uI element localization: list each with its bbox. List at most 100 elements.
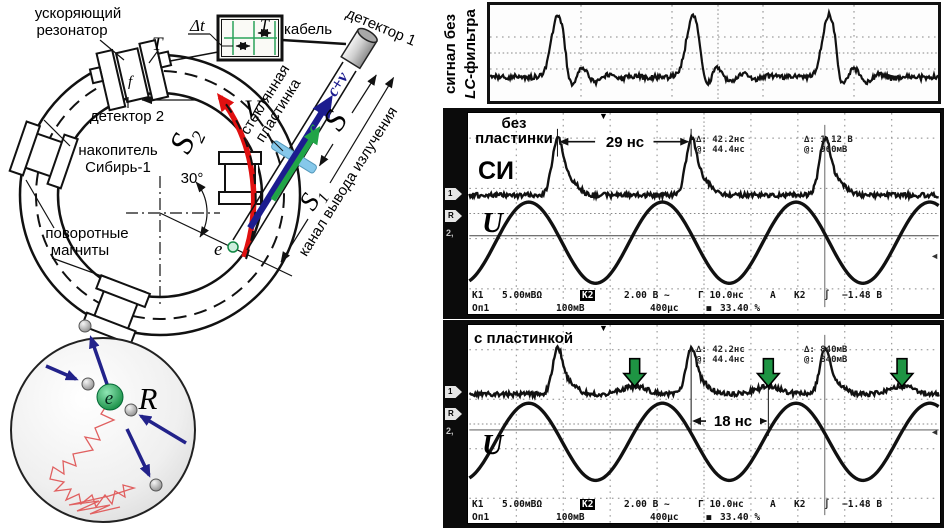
delta-t-label: Δt bbox=[189, 16, 206, 35]
svg-text:c+v: c+v bbox=[323, 68, 352, 99]
detector1-cylinder bbox=[340, 27, 378, 70]
status-ref: Оп1 bbox=[472, 303, 490, 314]
status-time2: 400µс bbox=[650, 303, 679, 314]
status-time-scale: Г 10.0нс bbox=[698, 499, 744, 510]
accelerating-resonator bbox=[88, 38, 173, 112]
electron-velocity-arrow bbox=[216, 93, 257, 258]
photon-ball-top bbox=[78, 319, 92, 333]
random-walk-path bbox=[49, 399, 137, 515]
scope3-trigger-level-icon: ◄ bbox=[930, 427, 939, 437]
status-trig-slope: ∫ bbox=[824, 499, 830, 510]
resonator-label-line1: ускоряющий bbox=[35, 5, 122, 22]
photon-ball-bottom bbox=[149, 478, 163, 492]
status-ch2-scale: 2.00 В ~ bbox=[624, 290, 670, 301]
scope1-signal-trace bbox=[489, 8, 939, 88]
dim-s-seg1 bbox=[318, 143, 334, 167]
straight-section-south bbox=[80, 274, 152, 346]
scope2-ch1-marker: 1 bbox=[445, 188, 462, 200]
t-period-label: T bbox=[152, 34, 164, 55]
scope2-time-readout: ∆: 42.2нс @: 44.4нс bbox=[696, 135, 745, 155]
echo-arrow-2 bbox=[755, 357, 781, 388]
photon-ball-left bbox=[81, 377, 95, 391]
scope3-meas-arrowhead-left bbox=[692, 417, 702, 425]
sphere-radius-label: R bbox=[138, 381, 158, 416]
timing-inset bbox=[169, 14, 284, 62]
glass-leader bbox=[271, 139, 284, 152]
status-ref-scale: 100мВ bbox=[556, 512, 585, 523]
scope2-trigger-position-icon: ▼ bbox=[599, 111, 608, 121]
status-time2: 400µс bbox=[650, 512, 679, 523]
scope3-u-trace bbox=[468, 401, 940, 483]
scope1-side-label: сигнал без LC-фильтра bbox=[441, 2, 487, 106]
cable-label: кабель bbox=[284, 21, 332, 38]
scope2-bezel: 1 R 2, без пластинки 29 нс СИ U bbox=[443, 108, 944, 319]
echo-arrow-3 bbox=[889, 357, 915, 388]
scope2-u-label: U bbox=[482, 207, 503, 239]
angle-arc bbox=[195, 181, 209, 238]
status-trig-slope: ∫ bbox=[824, 290, 830, 301]
f-label: f bbox=[128, 74, 134, 90]
status-ch1-scale: 5.00мВΩ bbox=[502, 499, 543, 510]
status-duty: 33.40 % bbox=[720, 303, 761, 314]
dim-s-seg2 bbox=[351, 74, 377, 114]
status-ch2-badge: К2 bbox=[580, 499, 596, 510]
straight-section-west bbox=[8, 120, 79, 190]
status-acq: А bbox=[770, 499, 776, 510]
beam-orbit-dashed bbox=[35, 70, 285, 320]
scope3-meas-arrowhead-right bbox=[758, 417, 768, 425]
incoming-arrow-left bbox=[45, 364, 79, 381]
status-trig-level: −1.48 В bbox=[842, 290, 883, 301]
scope2-trace-svg bbox=[468, 113, 940, 314]
scope3-screen: с пластинкой 18 нс U ∆: 42.2нс @: 44.4нс … bbox=[467, 323, 941, 524]
electron-dot bbox=[227, 241, 239, 253]
detector2-label: детектор 2 bbox=[90, 108, 164, 125]
c-arrow bbox=[270, 125, 321, 202]
scope2-volt-readout: ∆: 1.12 В @: 960мВ bbox=[804, 135, 853, 155]
scope3-ch1-marker: 1 bbox=[445, 386, 462, 398]
scope3-volt-readout: ∆: 840мВ @: 840мВ bbox=[804, 345, 848, 365]
status-ch1: К1 bbox=[472, 290, 484, 301]
status-ch2-badge: К2 bbox=[580, 290, 596, 301]
status-ch2-scale: 2.00 В ~ bbox=[624, 499, 670, 510]
scope3-ref-marker: R bbox=[445, 408, 462, 420]
magnets-label-line2: магниты bbox=[51, 242, 109, 259]
scope3-trace-svg bbox=[468, 325, 940, 523]
scope3-status-row1: К1 5.00мВΩ К2 2.00 В ~ Г 10.0нс А К2 ∫ −… bbox=[468, 499, 940, 512]
status-acq: А bbox=[770, 290, 776, 301]
outgoing-arrow-top bbox=[89, 335, 110, 388]
scope1-filter-rest: -фильтра bbox=[462, 9, 479, 79]
scope2-si-trace bbox=[468, 132, 939, 203]
scope2-status-row2: Оп1 100мВ 400µс ◼ 33.40 % bbox=[468, 303, 940, 316]
t-leader bbox=[148, 51, 158, 64]
status-ref-scale: 100мВ bbox=[556, 303, 585, 314]
velocity-label: V bbox=[244, 95, 263, 124]
dim-s1-seg2 bbox=[329, 76, 395, 184]
scope2-interval-label: 29 нс bbox=[597, 134, 653, 151]
status-time-scale: Г 10.0нс bbox=[698, 290, 744, 301]
scope2-status-row1: К1 5.00мВΩ К2 2.00 В ~ Г 10.0нс А К2 ∫ −… bbox=[468, 290, 940, 303]
status-duty-icon: ◼ bbox=[706, 303, 712, 314]
scope2-u-trace bbox=[468, 200, 940, 285]
scope3-time-readout: ∆: 42.2нс @: 44.4нс bbox=[696, 345, 745, 365]
electron-label: e bbox=[214, 239, 222, 260]
status-ch1: К1 bbox=[472, 499, 484, 510]
scope2-ch2-marker: 2, bbox=[446, 228, 454, 238]
status-trig-src: К2 bbox=[794, 499, 806, 510]
scope3-bezel: 1 R 2, bbox=[443, 320, 944, 528]
resonator-leader bbox=[99, 39, 125, 61]
incoming-arrow-right bbox=[138, 414, 187, 445]
scope3-ch2-marker: 2, bbox=[446, 426, 454, 436]
sphere-electron-label: e bbox=[105, 388, 113, 409]
scope2-ref-marker: R bbox=[445, 210, 462, 222]
inset-period-label: T bbox=[260, 17, 270, 34]
scope3-title: с пластинкой bbox=[474, 330, 574, 347]
storage-name-line2: Сибирь-1 bbox=[85, 159, 151, 176]
scope3-interval-label: 18 нс bbox=[706, 413, 760, 430]
channel-axis bbox=[159, 212, 293, 277]
status-ref: Оп1 bbox=[472, 512, 490, 523]
storage-ring bbox=[18, 53, 302, 337]
status-ch1-scale: 5.00мВΩ bbox=[502, 290, 543, 301]
scope2-meas-arrowhead-right bbox=[680, 137, 690, 146]
storage-leader bbox=[43, 119, 71, 147]
